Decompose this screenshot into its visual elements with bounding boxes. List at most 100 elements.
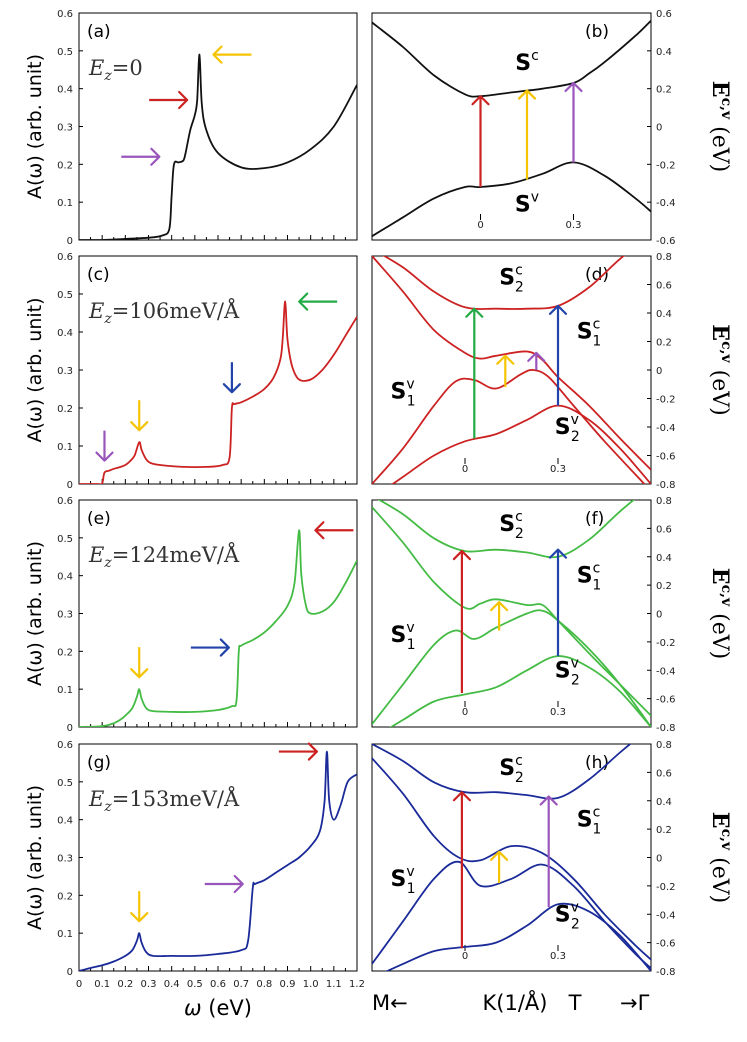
plot-area bbox=[79, 750, 357, 971]
transition-arrow bbox=[539, 795, 558, 908]
transition-arrow-head bbox=[452, 791, 471, 802]
y-tick-label: 0.1 bbox=[57, 198, 73, 209]
panel-b: -0.6 -0.4 -0.2 0 0.2 0.4 0.6 0 0.3 Ec,v (eV) (b) Sc… bbox=[371, 9, 734, 247]
transition-arrow-head bbox=[548, 548, 568, 559]
peak-arrow bbox=[314, 521, 354, 540]
x-tick-label: 0.8 bbox=[256, 979, 272, 990]
series-line-s1c bbox=[372, 256, 651, 471]
y-tick-label: 0.8 bbox=[656, 740, 672, 751]
x-tick-label: 0.3 bbox=[566, 220, 582, 231]
panel-label: (e) bbox=[87, 509, 111, 529]
peak-arrow-head bbox=[307, 742, 318, 761]
y-tick-label: -0.2 bbox=[656, 638, 676, 649]
peak-arrow-head bbox=[212, 45, 223, 64]
peak-arrow-head bbox=[130, 421, 149, 432]
transition-arrow-head bbox=[490, 850, 509, 861]
band-label: Sc 2 bbox=[499, 509, 523, 542]
peak-arrow bbox=[204, 874, 244, 894]
peak-arrow-head bbox=[130, 668, 149, 679]
peak-arrow-head bbox=[222, 383, 241, 394]
transition-arrow-head bbox=[496, 354, 515, 365]
band-label: Sv 2 bbox=[555, 412, 580, 445]
transition-arrow-head bbox=[490, 601, 509, 612]
y-tick-label: 0.6 bbox=[57, 252, 73, 263]
y-tick-label: 0.4 bbox=[656, 797, 672, 808]
y-tick-label: 0.2 bbox=[57, 160, 73, 171]
panel-d: -0.8 -0.6 -0.4 -0.2 0 0.2 0.4 0.6 0.8 0 0.3 Ec,v (e… bbox=[371, 252, 734, 491]
y-tick-label: 0.3 bbox=[57, 123, 73, 134]
bottom-label-m: M← bbox=[372, 991, 408, 1015]
transition-arrow-head bbox=[548, 304, 568, 315]
y-tick-label: 0.2 bbox=[656, 581, 672, 592]
y-tick-label: 0.6 bbox=[57, 740, 73, 751]
band-label: Sc 1 bbox=[577, 804, 601, 837]
transition-arrow-head bbox=[564, 81, 583, 93]
x-tick-label: 1.2 bbox=[349, 979, 365, 990]
y-tick-label: 0.6 bbox=[57, 496, 73, 507]
y-tick-label: 0.4 bbox=[656, 47, 672, 58]
peak-arrow bbox=[190, 638, 230, 657]
field-annotation: Ez=153meV/Å bbox=[88, 786, 240, 815]
y-tick-label: 0.6 bbox=[656, 281, 672, 292]
series-line-a bbox=[79, 529, 357, 727]
transition-arrow bbox=[471, 95, 490, 188]
y-tick-label: -0.6 bbox=[656, 695, 676, 706]
transition-arrow bbox=[564, 81, 583, 163]
y-tick-label: 0.3 bbox=[57, 610, 73, 621]
peak-arrow-head bbox=[150, 147, 161, 166]
band-label: Sc 1 bbox=[577, 317, 601, 350]
y-tick-label: 0.3 bbox=[57, 854, 73, 865]
series-line-sc bbox=[372, 19, 651, 98]
y-tick-label: 0.2 bbox=[57, 404, 73, 415]
y-tick-label: -0.4 bbox=[656, 910, 676, 921]
series-line-s1c bbox=[372, 757, 651, 961]
series-line-sv bbox=[372, 161, 651, 237]
plot-frame bbox=[371, 12, 652, 241]
x-axis-title: ω (eV) bbox=[184, 996, 252, 1020]
y-axis-label: A(ω) (arb. unit) bbox=[24, 541, 46, 686]
plot-frame bbox=[78, 255, 358, 485]
y-tick-label: 0.5 bbox=[57, 534, 73, 545]
panel-label: (d) bbox=[585, 265, 609, 285]
x-tick-label: 0.6 bbox=[210, 979, 226, 990]
x-tick-label: 0.3 bbox=[141, 979, 157, 990]
panel-a: 0 0.1 0.2 0.3 0.4 0.5 0.6 A(ω) (arb. unit) Ez=0 (… bbox=[24, 9, 358, 247]
y-tick-label: 0.1 bbox=[57, 685, 73, 696]
series-line-s2v bbox=[391, 404, 651, 484]
plot-area bbox=[372, 500, 651, 727]
transition-arrow-head bbox=[452, 549, 471, 561]
plot-area bbox=[372, 744, 651, 971]
series-line-s1v bbox=[372, 369, 646, 484]
transition-arrow bbox=[490, 601, 509, 631]
y-tick-label: 0.2 bbox=[656, 825, 672, 836]
y-tick-label: 0.6 bbox=[656, 768, 672, 779]
transition-arrow-head bbox=[539, 795, 558, 806]
peak-arrow-head bbox=[178, 90, 189, 110]
x-tick-label: 0.5 bbox=[187, 979, 203, 990]
peak-arrow bbox=[130, 647, 149, 679]
transition-arrow bbox=[496, 354, 515, 388]
y-tick-label: -0.4 bbox=[656, 423, 676, 434]
panel-c: 0 0.1 0.2 0.3 0.4 0.5 0.6 A(ω) (arb. unit) Ez=10… bbox=[24, 252, 358, 491]
peak-arrow bbox=[149, 90, 189, 110]
series-line-a bbox=[79, 300, 357, 484]
x-tick-label: 0 bbox=[462, 464, 468, 475]
y-tick-label: -0.8 bbox=[656, 723, 676, 734]
series-line-s2v bbox=[385, 902, 651, 971]
x-tick-label: 0 bbox=[477, 220, 483, 231]
panel-label: (h) bbox=[585, 753, 609, 773]
transition-arrow-head bbox=[465, 307, 484, 318]
y-axis-label: A(ω) (arb. unit) bbox=[24, 54, 46, 199]
transition-arrow bbox=[517, 89, 537, 180]
transition-arrow bbox=[527, 351, 546, 370]
x-tick-label: 0.4 bbox=[164, 979, 180, 990]
panel-f: -0.8 -0.6 -0.4 -0.2 0 0.2 0.4 0.6 0.8 0 0.3 Ec,v (e… bbox=[371, 496, 734, 734]
x-tick-label: 0.9 bbox=[280, 979, 296, 990]
y-tick-label: 0.4 bbox=[57, 85, 73, 96]
y-tick-label: 0.3 bbox=[57, 366, 73, 377]
y-tick-label: 0 bbox=[67, 723, 73, 734]
peak-arrow bbox=[95, 430, 114, 462]
transition-arrow-head bbox=[517, 89, 537, 100]
field-annotation: Ez=124meV/Å bbox=[88, 542, 240, 571]
